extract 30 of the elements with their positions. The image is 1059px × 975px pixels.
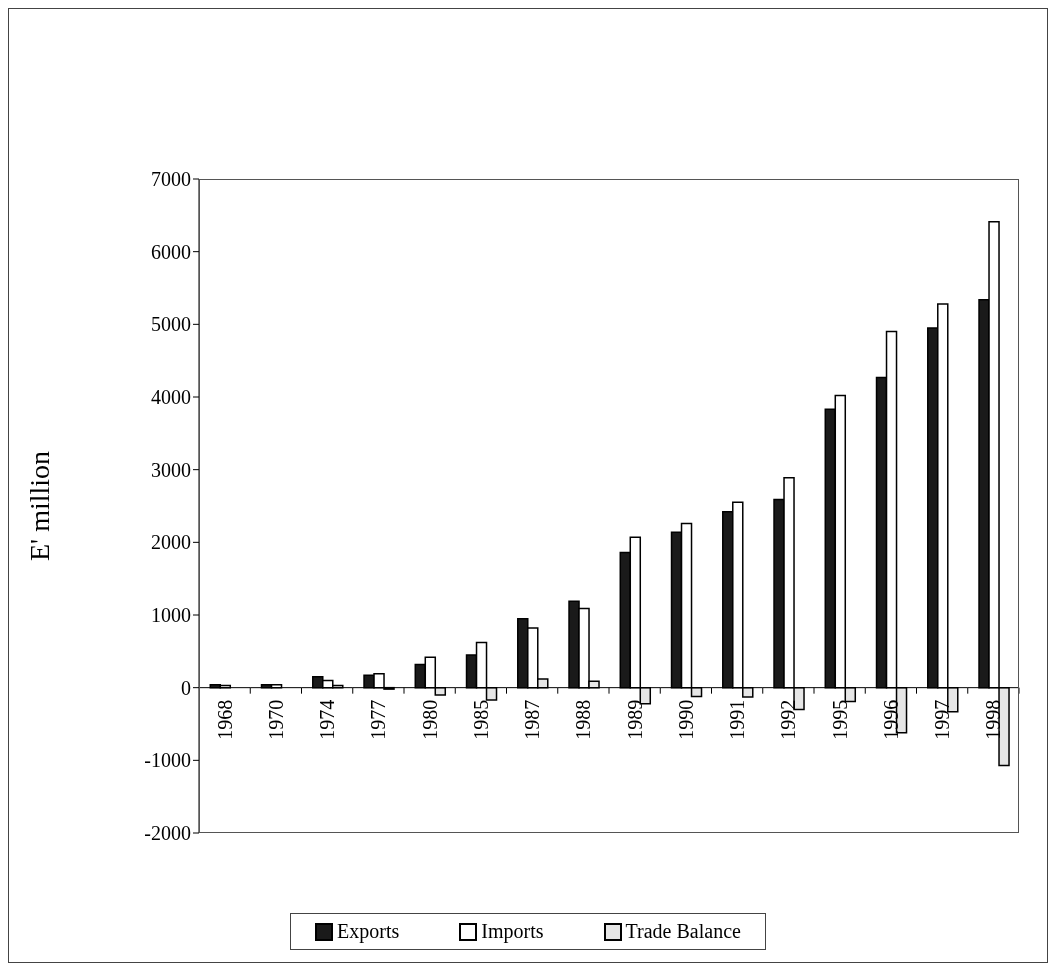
x-tick-label: 1990 <box>674 699 697 740</box>
y-tick-label: 5000 <box>151 313 191 336</box>
legend-label: Exports <box>337 920 400 943</box>
y-tick-label: 1000 <box>151 604 191 627</box>
x-tick-label: 1987 <box>521 699 544 740</box>
legend-label: Trade Balance <box>625 920 741 943</box>
y-tick-label: 3000 <box>151 458 191 481</box>
y-tick-label: -1000 <box>144 749 191 772</box>
x-tick-label: 1977 <box>367 699 390 740</box>
x-tick-label: 1991 <box>726 699 749 740</box>
x-tick-label: 1968 <box>213 699 236 740</box>
y-tick-label: 7000 <box>151 168 191 191</box>
x-tick-label: 1997 <box>931 699 954 740</box>
x-tick-label: 1989 <box>623 699 646 740</box>
y-axis-title: E' million <box>23 450 55 562</box>
x-tick-label: 1988 <box>572 699 595 740</box>
x-tick-label: 1995 <box>828 699 851 740</box>
y-tick-label: 0 <box>181 676 191 699</box>
y-tick-label: 4000 <box>151 386 191 409</box>
x-tick-label: 1980 <box>418 699 441 740</box>
x-tick-label: 1970 <box>264 699 287 740</box>
x-tick-label: 1992 <box>777 699 800 740</box>
x-tick-label: 1996 <box>879 699 902 740</box>
x-tick-label: 1985 <box>469 699 492 740</box>
y-tick-label: 2000 <box>151 531 191 554</box>
x-tick-label: 1998 <box>982 699 1005 740</box>
y-tick-label: -2000 <box>144 822 191 845</box>
y-tick-label: 6000 <box>151 240 191 263</box>
x-tick-label: 1974 <box>316 699 339 740</box>
legend-label: Imports <box>481 920 544 943</box>
